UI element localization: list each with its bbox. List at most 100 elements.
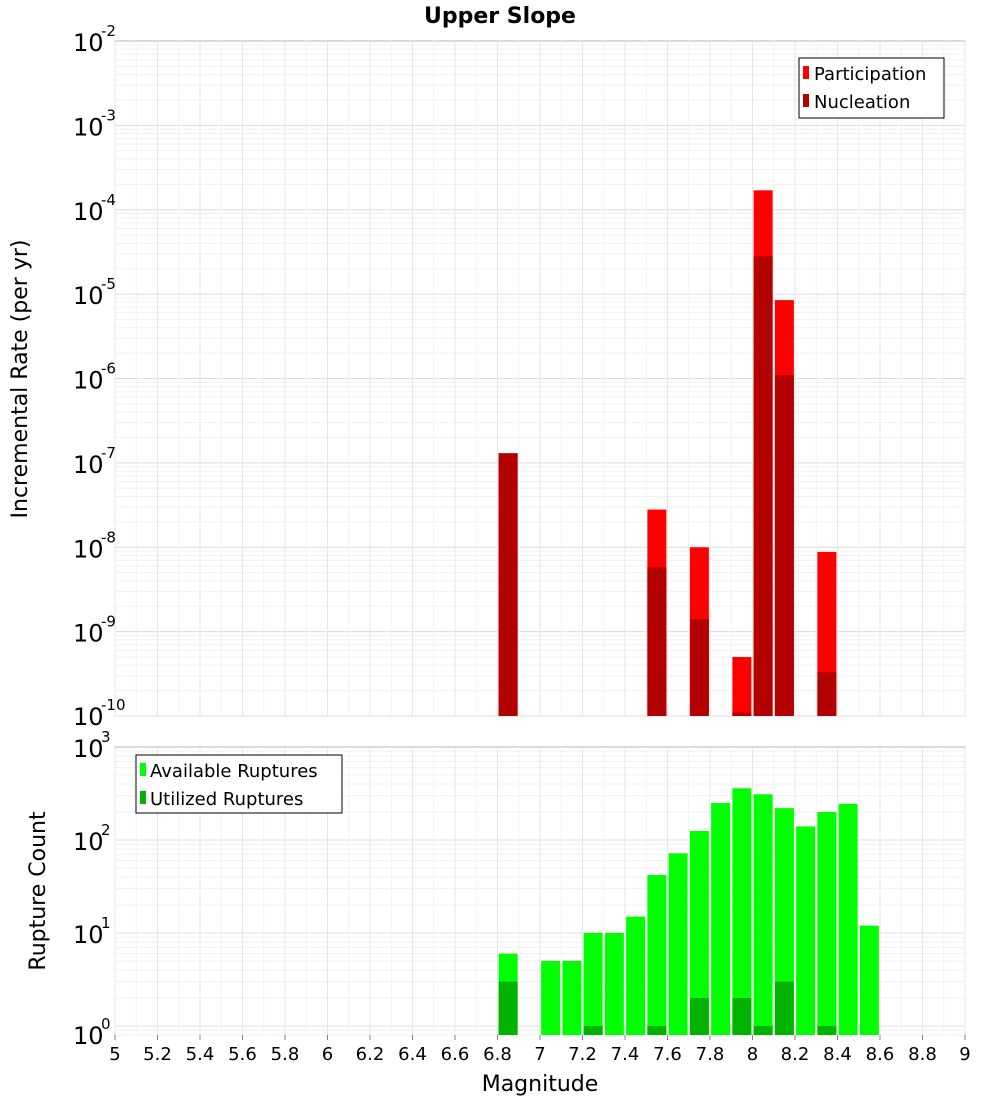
y-tick-label: 10 xyxy=(73,198,104,226)
y-tick-label: 10 xyxy=(73,703,104,731)
x-tick-label: 6 xyxy=(322,1044,333,1065)
bar-available-ruptures xyxy=(647,875,667,1035)
x-ticks: 5 5.2 5.4 5.6 5.8 6 6.2 6.4 6.6 6.8 7 7.2 7.4 7.6 7.8 8… xyxy=(109,1035,971,1065)
y-tick-label: 10 xyxy=(73,451,104,479)
top-grid xyxy=(114,41,966,717)
x-tick-label: 5 xyxy=(109,1044,120,1065)
y-tick-exponent: -5 xyxy=(101,275,116,293)
legend-label-utilized-ruptures: Utilized Ruptures xyxy=(150,789,303,810)
y-tick-exponent: -2 xyxy=(101,22,116,40)
x-tick-label: 8.8 xyxy=(908,1044,937,1065)
bar-available-ruptures xyxy=(838,803,858,1035)
x-axis-label: Magnitude xyxy=(482,1072,599,1097)
y-tick-label: 10 xyxy=(73,535,104,563)
bar-available-ruptures xyxy=(711,802,731,1035)
bar-available-ruptures xyxy=(859,925,879,1035)
y-tick-label: 10 xyxy=(73,828,104,856)
x-tick-label: 9 xyxy=(959,1044,970,1065)
y-tick-exponent: -3 xyxy=(101,106,116,124)
bottom-bars xyxy=(498,788,879,1035)
x-tick-label: 7 xyxy=(534,1044,545,1065)
bar-available-ruptures xyxy=(796,826,816,1035)
bar-available-ruptures xyxy=(668,853,688,1035)
bar-utilized-ruptures xyxy=(583,1025,603,1035)
top-panel: 10-210-310-410-510-610-710-810-910-10 In… xyxy=(8,22,966,731)
x-tick-label: 6.4 xyxy=(398,1044,427,1065)
legend-label-available-ruptures: Available Ruptures xyxy=(150,761,318,782)
bar-utilized-ruptures xyxy=(774,981,794,1035)
bar-nucleation xyxy=(498,453,518,716)
x-tick-label: 5.2 xyxy=(143,1044,172,1065)
bar-utilized-ruptures xyxy=(689,997,709,1035)
x-tick-label: 8.6 xyxy=(866,1044,895,1065)
x-tick-label: 7.6 xyxy=(653,1044,682,1065)
bar-nucleation xyxy=(817,672,837,716)
bar-available-ruptures xyxy=(626,916,646,1035)
y-tick-label: 10 xyxy=(73,735,104,763)
bottom-legend: Available Ruptures Utilized Ruptures xyxy=(135,754,343,814)
legend-swatch-available-ruptures xyxy=(140,763,146,776)
top-y-axis-label: Incremental Rate (per yr) xyxy=(8,240,33,519)
bar-nucleation xyxy=(774,375,794,716)
y-tick-label: 10 xyxy=(73,921,104,949)
y-tick-exponent: 0 xyxy=(101,1015,111,1033)
top-legend: Participation Nucleation xyxy=(798,57,945,119)
x-tick-label: 7.8 xyxy=(696,1044,725,1065)
x-tick-label: 6.2 xyxy=(356,1044,385,1065)
legend-label-nucleation: Nucleation xyxy=(814,92,910,113)
y-tick-exponent: -7 xyxy=(101,444,116,462)
bar-nucleation xyxy=(753,256,773,716)
y-tick-label: 10 xyxy=(73,113,104,141)
bar-available-ruptures xyxy=(604,932,624,1035)
top-bars xyxy=(498,190,837,716)
bottom-legend-box xyxy=(135,754,343,814)
y-tick-exponent: -9 xyxy=(101,613,116,631)
x-tick-label: 5.6 xyxy=(228,1044,257,1065)
bar-utilized-ruptures xyxy=(647,1025,667,1035)
bar-available-ruptures xyxy=(732,788,752,1035)
x-tick-label: 5.8 xyxy=(271,1044,300,1065)
bar-utilized-ruptures xyxy=(817,1025,837,1035)
bar-nucleation xyxy=(689,619,709,716)
y-tick-exponent: -10 xyxy=(101,696,126,714)
x-tick-label: 5.4 xyxy=(186,1044,215,1065)
bar-nucleation xyxy=(732,712,752,716)
top-y-ticks: 10-210-310-410-510-610-710-810-910-10 xyxy=(73,22,126,731)
y-tick-exponent: 3 xyxy=(101,728,111,746)
legend-swatch-utilized-ruptures xyxy=(140,791,146,804)
bar-available-ruptures xyxy=(583,932,603,1035)
x-tick-label: 8.4 xyxy=(823,1044,852,1065)
bar-utilized-ruptures xyxy=(753,1025,773,1035)
x-tick-label: 6.8 xyxy=(483,1044,512,1065)
y-tick-label: 10 xyxy=(73,367,104,395)
y-tick-exponent: -8 xyxy=(101,528,116,546)
y-tick-exponent: 2 xyxy=(101,821,111,839)
x-tick-label: 7.2 xyxy=(568,1044,597,1065)
x-tick-label: 6.6 xyxy=(441,1044,470,1065)
x-tick-label: 8.2 xyxy=(781,1044,810,1065)
bar-available-ruptures xyxy=(753,794,773,1035)
legend-label-participation: Participation xyxy=(814,64,926,85)
y-tick-label: 10 xyxy=(73,620,104,648)
y-tick-label: 10 xyxy=(73,1022,104,1050)
bar-available-ruptures xyxy=(774,808,794,1035)
y-tick-exponent: 1 xyxy=(101,914,111,932)
bar-nucleation xyxy=(647,567,667,716)
x-tick-label: 8 xyxy=(747,1044,758,1065)
y-tick-label: 10 xyxy=(73,29,104,57)
y-tick-exponent: -6 xyxy=(101,360,116,378)
bar-utilized-ruptures xyxy=(498,981,518,1035)
bar-utilized-ruptures xyxy=(732,997,752,1035)
bar-available-ruptures xyxy=(541,960,561,1035)
bar-available-ruptures xyxy=(817,812,837,1035)
x-tick-label: 7.4 xyxy=(611,1044,640,1065)
y-tick-label: 10 xyxy=(73,282,104,310)
bar-available-ruptures xyxy=(562,960,582,1035)
top-legend-box xyxy=(798,57,945,119)
bar-participation xyxy=(732,657,752,716)
bar-available-ruptures xyxy=(689,830,709,1035)
chart-title: Upper Slope xyxy=(424,4,576,29)
